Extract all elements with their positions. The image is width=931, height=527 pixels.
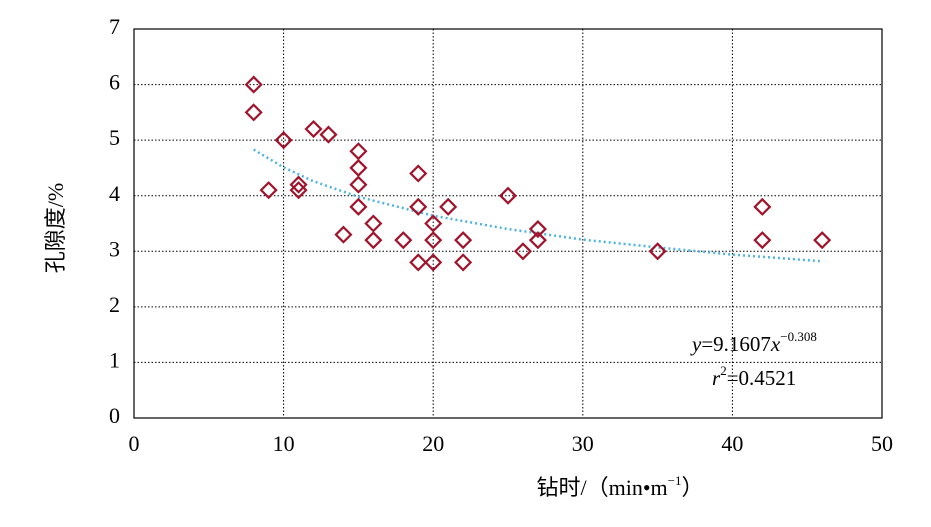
data-point (498, 186, 518, 205)
y-tick-label: 4 (109, 181, 120, 206)
data-point (528, 220, 547, 239)
data-point (244, 103, 263, 122)
trend-equation: y=9.1607x−0.308 (690, 329, 817, 356)
data-point (454, 231, 473, 250)
y-tick-label: 3 (109, 236, 120, 261)
data-point (753, 231, 772, 250)
data-point (259, 181, 278, 200)
data-point (648, 242, 667, 261)
data-point (409, 197, 428, 216)
data-point (364, 214, 383, 233)
data-point (274, 131, 293, 150)
data-point (424, 231, 443, 250)
data-point (304, 119, 323, 139)
y-tick-label: 1 (109, 347, 120, 372)
data-point (349, 158, 368, 177)
data-point (349, 142, 368, 161)
data-point (394, 231, 413, 250)
data-point (244, 75, 263, 94)
data-point (513, 242, 533, 261)
y-tick-label: 2 (109, 292, 120, 317)
data-point (528, 231, 547, 250)
x-tick-label: 50 (871, 431, 893, 456)
x-tick-label: 20 (422, 431, 444, 456)
data-point (364, 231, 383, 250)
data-point (439, 197, 458, 216)
data-point (454, 253, 473, 272)
data-point (289, 175, 308, 194)
data-point (409, 253, 428, 272)
data-point (289, 181, 308, 200)
data-point (319, 125, 338, 144)
y-tick-label: 5 (109, 125, 120, 150)
x-tick-label: 10 (273, 431, 295, 456)
data-point (349, 197, 368, 216)
x-tick-label: 30 (572, 431, 594, 456)
data-point (349, 175, 368, 194)
r-squared: r2=0.4521 (712, 363, 796, 390)
data-point (334, 225, 353, 244)
data-point (424, 253, 443, 272)
x-tick-label: 40 (721, 431, 743, 456)
data-point (813, 231, 832, 250)
y-axis-label: 孔隙度/% (43, 183, 68, 273)
x-tick-label: 0 (129, 431, 140, 456)
x-axis-label: 钻时/（min•m−1） (536, 473, 703, 500)
data-point (753, 197, 772, 216)
y-tick-label: 7 (109, 14, 120, 39)
plot-frame (133, 28, 883, 419)
data-point (409, 164, 428, 183)
y-tick-label: 0 (109, 403, 120, 428)
y-tick-label: 6 (109, 70, 120, 95)
data-point (424, 214, 443, 233)
trendline (253, 148, 823, 263)
